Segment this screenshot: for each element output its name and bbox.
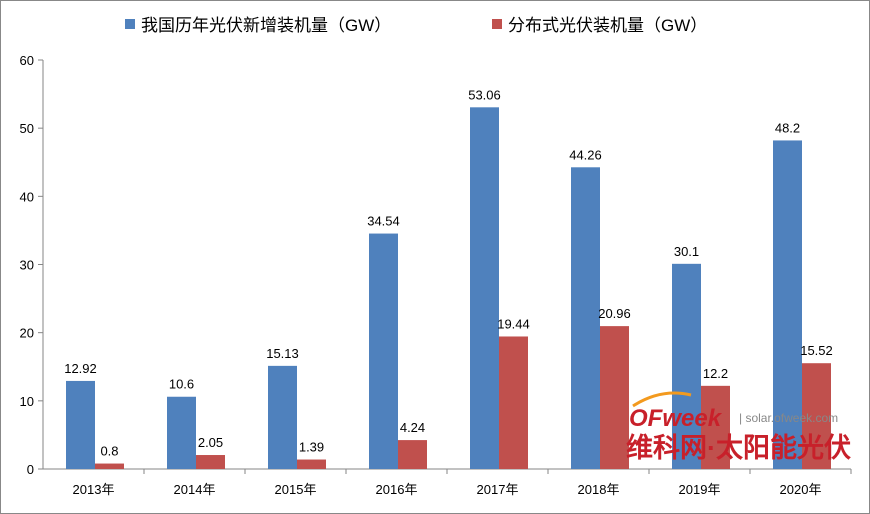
bar-new-2018年 [571,167,600,470]
bar-distributed-2017年 [499,336,528,469]
legend-label: 分布式光伏装机量（GW） [508,16,707,35]
data-label: 15.13 [266,346,299,361]
x-tick-label: 2019年 [679,482,721,497]
y-tick-label: 10 [20,394,34,409]
bar-distributed-2014年 [196,455,225,469]
watermark-caption: 维科网·太阳能光伏 [626,432,851,463]
bar-distributed-2016年 [398,440,427,469]
y-tick-label: 20 [20,326,34,341]
x-tick-label: 2017年 [477,482,519,497]
watermark-logo: OFweek [629,405,723,432]
bar-distributed-2015年 [297,459,326,469]
data-label: 20.96 [598,306,631,321]
y-tick-label: 30 [20,258,34,273]
data-label: 10.6 [169,377,194,392]
bar-distributed-2019年 [701,385,730,469]
data-label: 4.24 [400,420,425,435]
bar-new-2014年 [167,396,196,469]
bar-distributed-2018年 [600,326,629,469]
data-label: 19.44 [497,316,530,331]
y-tick-label: 50 [20,121,34,136]
x-tick-label: 2018年 [578,482,620,497]
y-tick-label: 0 [27,462,34,477]
bar-new-2013年 [66,380,95,469]
data-label: 12.92 [64,361,97,376]
bar-new-2019年 [672,263,701,469]
legend-label: 我国历年光伏新增装机量（GW） [141,16,391,35]
data-label: 2.05 [198,435,223,450]
y-tick-label: 40 [20,189,34,204]
bar-distributed-2013年 [95,463,124,469]
legend-swatch [492,19,502,29]
data-label: 44.26 [569,147,602,162]
data-label: 48.2 [775,120,800,135]
x-tick-label: 2016年 [376,482,418,497]
watermark-swoosh [632,391,692,408]
data-label: 0.8 [100,444,118,459]
data-label: 30.1 [674,244,699,259]
bar-distributed-2020年 [802,363,831,469]
watermark-site: | solar.ofweek.com [739,411,838,425]
x-tick-label: 2013年 [73,482,115,497]
legend-swatch [125,19,135,29]
bar-new-2017年 [470,107,499,469]
bar-new-2016年 [369,233,398,469]
data-label: 34.54 [367,214,400,229]
data-label: 53.06 [468,87,501,102]
data-label: 15.52 [800,343,833,358]
x-tick-label: 2014年 [174,482,216,497]
x-tick-label: 2015年 [275,482,317,497]
bar-new-2015年 [268,365,297,469]
data-label: 12.2 [703,366,728,381]
data-label: 1.39 [299,440,324,455]
bar-new-2020年 [773,140,802,470]
x-tick-label: 2020年 [780,482,822,497]
y-tick-label: 60 [20,53,34,68]
